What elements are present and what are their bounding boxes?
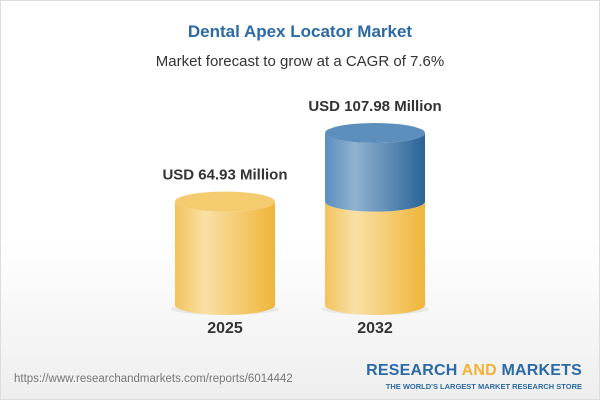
chart-subtitle: Market forecast to grow at a CAGR of 7.6…	[155, 53, 445, 70]
logo-tagline: THE WORLD'S LARGEST MARKET RESEARCH STOR…	[385, 382, 582, 391]
category-label: 2025	[207, 320, 243, 337]
data-label: USD 64.93 Million	[162, 167, 287, 184]
bar-base-segment	[175, 201, 275, 315]
logo-text-3: MARKETS	[496, 362, 582, 379]
bar-top	[175, 191, 275, 212]
logo-text-1: RESEARCH	[366, 362, 462, 379]
chart-title: Dental Apex Locator Market	[187, 22, 413, 41]
data-label: USD 107.98 Million	[308, 98, 441, 115]
category-label: 2032	[357, 320, 393, 337]
logo-text-2: AND	[461, 362, 497, 379]
bar-top	[325, 123, 425, 143]
bar-growth-segment	[325, 133, 425, 212]
bar-base-segment	[325, 201, 425, 315]
research-and-markets-logo: RESEARCH AND MARKETS THE WORLD'S LARGEST…	[366, 362, 582, 391]
source-url[interactable]: https://www.researchandmarkets.com/repor…	[14, 373, 293, 385]
